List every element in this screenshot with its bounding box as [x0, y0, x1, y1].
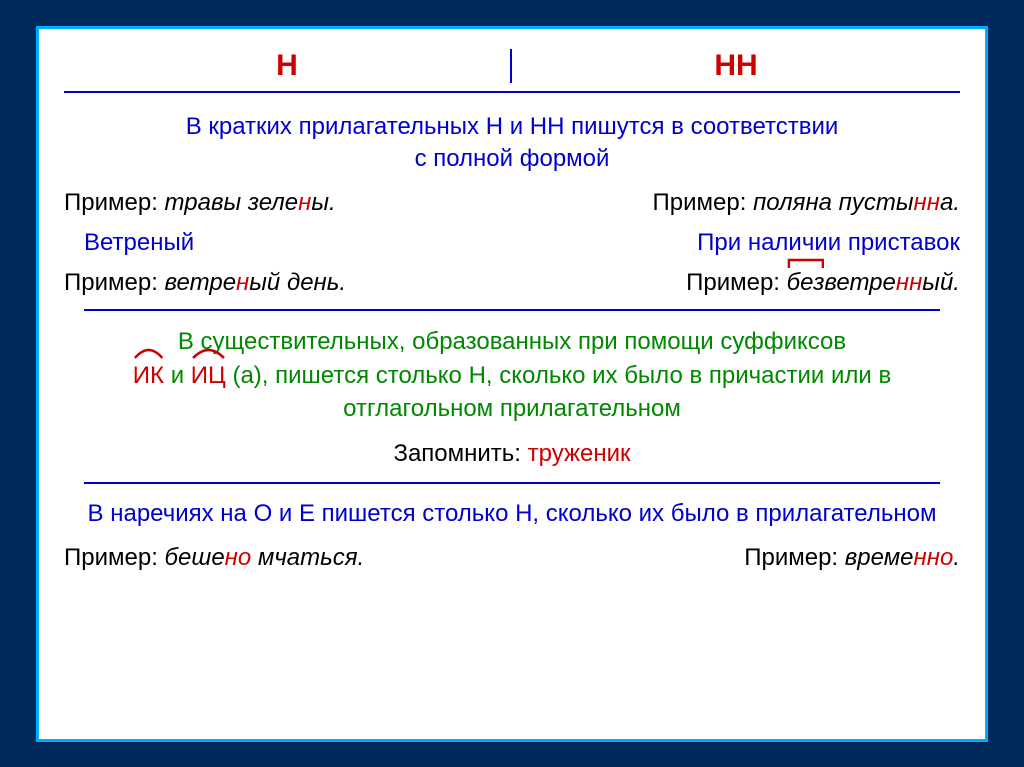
- ex4-right-pre: време: [845, 544, 914, 571]
- ex1-right-hl: нн: [914, 189, 940, 216]
- ex-label: Пример:: [744, 544, 845, 571]
- ex2-left-post: ый день.: [249, 269, 346, 296]
- ex-label: Пример:: [64, 544, 165, 571]
- ex1-right-post: а.: [940, 189, 960, 216]
- rule3-and: и: [164, 362, 191, 389]
- example-row-2: Пример: ветреный день. Пример: безветрен…: [64, 269, 960, 297]
- rule3-paren: (а): [226, 362, 262, 389]
- ex4-right-post: .: [953, 544, 960, 571]
- pristavki: При наличии приставок: [494, 229, 960, 257]
- ex1-left: Пример: травы зелены.: [64, 189, 494, 217]
- rule1-line1: В кратких прилагательных Н и НН пишутся …: [186, 113, 839, 140]
- ex1-right-pre: поляна пусты: [753, 189, 913, 216]
- ex4-right-mid: о: [940, 544, 953, 571]
- ex2-right-prefix: без: [787, 269, 825, 296]
- example-row-1: Пример: травы зелены. Пример: поляна пус…: [64, 189, 960, 217]
- ex4-left-post: мчаться.: [251, 544, 364, 571]
- ex4-right-hl: нн: [914, 544, 940, 571]
- ex2-right-pre: ветре: [824, 269, 896, 296]
- ex-label: Пример:: [64, 269, 165, 296]
- ex2-left-hl: н: [236, 269, 249, 296]
- ex4-left-mid: о: [238, 544, 251, 571]
- ex1-right: Пример: поляна пустынна.: [494, 189, 960, 217]
- ex-label: Пример:: [64, 189, 165, 216]
- suffix-arc-icon: [133, 346, 164, 360]
- rule3-green1: В существительных, образованных при помо…: [178, 328, 846, 355]
- rule-nouns: В существительных, образованных при помо…: [74, 325, 950, 426]
- ex1-left-post: ы.: [311, 189, 335, 216]
- ex2-right: Пример: безветренный.: [494, 269, 960, 297]
- ex2-right-post: ый.: [922, 269, 960, 296]
- remember-word: труженик: [528, 440, 631, 467]
- ex1-left-hl: н: [298, 189, 311, 216]
- header-n: Н: [64, 49, 512, 83]
- ex-label: Пример:: [686, 269, 787, 296]
- suffix-its: ИЦ: [191, 359, 226, 393]
- rule-adverbs: В наречиях на О и Е пишется столько Н, с…: [64, 498, 960, 530]
- ex-label: Пример:: [653, 189, 754, 216]
- divider: [84, 309, 940, 311]
- ex4-left-hl: н: [225, 544, 238, 571]
- prefix-bez: без: [787, 269, 825, 297]
- ex2-right-hl: нн: [896, 269, 922, 296]
- ex4-right: Пример: временно.: [494, 544, 960, 572]
- example-row-4: Пример: бешено мчаться. Пример: временно…: [64, 544, 960, 572]
- suffix-arc-icon: [191, 346, 226, 360]
- remember-label: Запомнить:: [393, 440, 527, 467]
- ex2-left: Пример: ветреный день.: [64, 269, 494, 297]
- vetreny: Ветреный: [64, 229, 494, 257]
- ex2-left-pre: ветре: [165, 269, 237, 296]
- remember-row: Запомнить: труженик: [64, 440, 960, 468]
- rule1-line2: с полной формой: [415, 145, 610, 172]
- table-header: Н НН: [64, 49, 960, 93]
- suffix-ik: ИК: [133, 359, 164, 393]
- divider: [84, 482, 940, 484]
- grammar-card: Н НН В кратких прилагательных Н и НН пиш…: [36, 26, 988, 742]
- rule3-green2: , пишется столько Н, сколько их было в п…: [262, 362, 891, 423]
- ex1-left-pre: травы зеле: [165, 189, 299, 216]
- ex4-left: Пример: бешено мчаться.: [64, 544, 494, 572]
- prefix-arc-icon: [787, 256, 825, 270]
- special-row: Ветреный При наличии приставок: [64, 229, 960, 257]
- header-nn: НН: [512, 49, 960, 83]
- rule-short-adjectives: В кратких прилагательных Н и НН пишутся …: [64, 111, 960, 176]
- ex4-left-pre: беше: [165, 544, 225, 571]
